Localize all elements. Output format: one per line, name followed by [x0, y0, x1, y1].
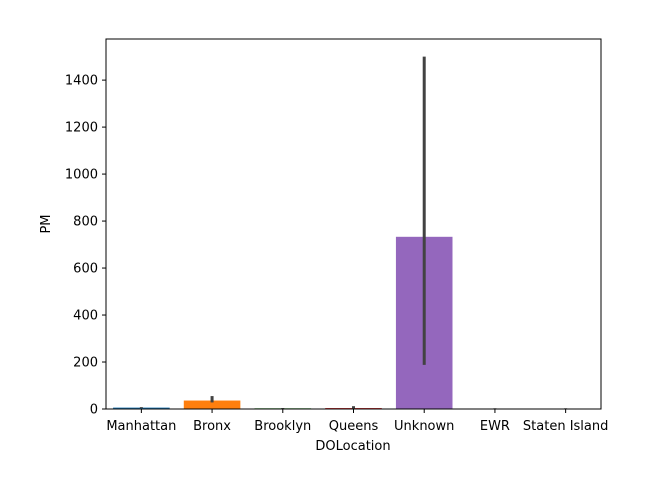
bar-manhattan [113, 407, 170, 409]
bar-bronx [183, 400, 241, 409]
x-axis: Manhattan Bronx Brooklyn Queens Unknown EWR St… [106, 409, 608, 434]
y-tick-label: 400 [73, 309, 98, 324]
y-tick-label: 200 [73, 356, 98, 371]
y-tick-label: 600 [73, 262, 98, 277]
x-tick-label: Brooklyn [254, 419, 311, 434]
y-tick-label: 1200 [65, 121, 98, 136]
y-tick-label: 1400 [65, 74, 98, 89]
x-tick-label: Bronx [193, 419, 231, 434]
x-tick-label: EWR [480, 419, 510, 434]
error-bars-layer [139, 56, 568, 409]
x-tick-label: Queens [329, 419, 379, 434]
x-tick-label: Unknown [394, 419, 454, 434]
y-tick-label: 0 [90, 403, 98, 418]
y-tick-label: 1000 [65, 168, 98, 183]
x-tick-label: Manhattan [106, 419, 176, 434]
plot-frame [105, 38, 602, 410]
x-axis-label: DOLocation [315, 439, 390, 454]
y-tick-label: 800 [73, 215, 98, 230]
bars-layer [113, 236, 594, 410]
y-axis: 0 200 400 600 800 1000 1200 1400 [65, 74, 106, 418]
y-axis-label: PM [39, 214, 54, 233]
x-tick-label: Staten Island [523, 419, 608, 434]
